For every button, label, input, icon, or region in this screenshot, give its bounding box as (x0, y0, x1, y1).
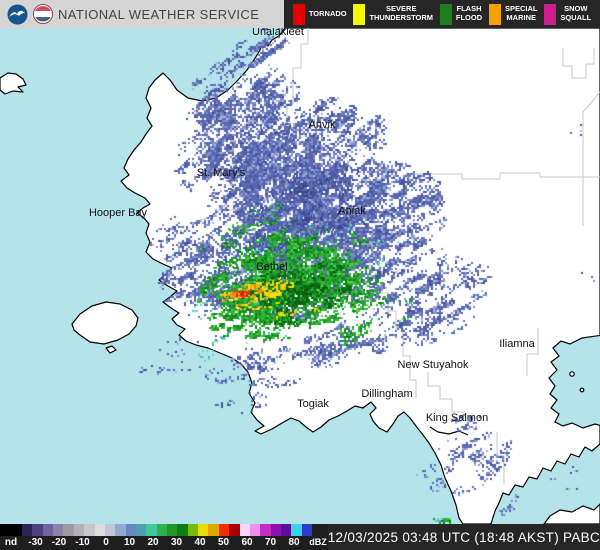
colorbar-tick: -30 (28, 537, 43, 548)
city-label-st-mary-s: St. Mary's (197, 167, 246, 179)
city-label-anvik: Anvik (309, 119, 336, 131)
timestamp: 12/03/2025 03:48 UTC (18:48 AKST) PABC (327, 529, 600, 545)
colorbar-scale (0, 524, 313, 536)
agency-title: NATIONAL WEATHER SERVICE (58, 6, 260, 22)
colorbar-tick: -20 (51, 537, 67, 548)
colorbar-tick: 50 (217, 537, 230, 548)
city-label-dillingham: Dillingham (361, 388, 412, 400)
colorbar-cell (53, 524, 64, 536)
colorbar-cell (73, 524, 85, 536)
colorbar-tick: 10 (123, 537, 136, 548)
colorbar-tick: 60 (241, 537, 253, 548)
header-branding: NATIONAL WEATHER SERVICE (0, 0, 284, 28)
colorbar-cell (22, 524, 33, 536)
colorbar-tick: nd (4, 537, 18, 548)
warning-label: SPECIAL MARINE (504, 4, 538, 22)
city-label-unalakleet: Unalakleet (252, 28, 304, 38)
colorbar-cell (239, 524, 250, 536)
header-bar: NATIONAL WEATHER SERVICE TORNADO SEVERE T… (0, 0, 600, 28)
city-label-hooper-bay: Hooper Bay (89, 207, 148, 219)
colorbar-cell (94, 524, 105, 536)
colorbar-tick: dBZ (309, 537, 327, 547)
colorbar-cell (42, 524, 54, 536)
warning-swatch (544, 3, 557, 25)
warning-swatch (353, 3, 366, 25)
warning-severe: SEVERE THUNDERSTORM (353, 3, 434, 25)
city-label-king-salmon: King Salmon (426, 412, 488, 424)
colorbar-cell (146, 524, 157, 536)
colorbar-tick: -10 (75, 537, 90, 548)
city-label-new-stuyahok: New Stuyahok (398, 359, 469, 371)
colorbar-cell (135, 524, 147, 536)
warning-label: FLASH FLOOD (455, 4, 483, 22)
colorbar-tick: 70 (264, 537, 277, 548)
colorbar-cell (218, 524, 230, 536)
colorbar-cell (187, 524, 199, 536)
colorbar-nd-cell (0, 524, 22, 536)
colorbar-cell (208, 524, 219, 536)
colorbar-tick: 80 (288, 537, 300, 548)
colorbar-cell (280, 524, 292, 536)
noaa-logo-icon (7, 4, 28, 24)
colorbar-cell (32, 524, 43, 536)
city-label-iliamna: Iliamna (499, 338, 535, 350)
warning-swatch (488, 3, 501, 25)
colorbar-cell (249, 524, 261, 536)
colorbar-cell (260, 524, 271, 536)
city-label-togiak: Togiak (297, 398, 329, 410)
colorbar-tick: 40 (194, 537, 206, 548)
warning-swatch (292, 3, 305, 25)
colorbar-cell (177, 524, 188, 536)
warning-legend: TORNADO SEVERE THUNDERSTORM FLASH FLOOD SPE… (284, 0, 600, 28)
colorbar-cell (167, 524, 178, 536)
colorbar-cell (270, 524, 281, 536)
colorbar-cell (198, 524, 209, 536)
colorbar-tick: 30 (170, 537, 183, 548)
warning-label: SNOW SQUALL (560, 4, 592, 22)
colorbar-cell (115, 524, 126, 536)
colorbar-cell (291, 524, 302, 536)
colorbar-tick: 0 (103, 537, 109, 548)
warning-snow: SNOW SQUALL (544, 3, 592, 25)
warning-special: SPECIAL MARINE (488, 3, 538, 25)
colorbar-tick-labels: nd -30 -20 -10 0 10 20 30 40 50 60 70 80 dBZ (0, 536, 336, 550)
warning-swatch (439, 3, 452, 25)
warning-label: TORNADO (308, 8, 347, 18)
reflectivity-colorbar: nd -30 -20 -10 0 10 20 30 40 50 60 70 80 dBZ (0, 524, 328, 550)
colorbar-cell (301, 524, 313, 536)
warning-flash: FLASH FLOOD (439, 3, 483, 25)
city-label-aniak: Aniak (338, 205, 366, 217)
radar-echo-layer (0, 28, 600, 524)
status-bar: nd -30 -20 -10 0 10 20 30 40 50 60 70 80 dBZ 12/03/20… (0, 524, 600, 550)
city-label-bethel: Bethel (256, 261, 287, 273)
colorbar-cell (104, 524, 116, 536)
nws-logo-icon (33, 4, 53, 24)
colorbar-cell (229, 524, 240, 536)
colorbar-cell (125, 524, 136, 536)
colorbar-cell (63, 524, 74, 536)
colorbar-cell (84, 524, 95, 536)
radar-map[interactable]: Unalakleet Anvik St. Mary's Hooper Bay Aniak… (0, 28, 600, 524)
warning-tornado: TORNADO (292, 3, 347, 25)
colorbar-tick: 20 (147, 537, 159, 548)
warning-label: SEVERE THUNDERSTORM (369, 4, 434, 22)
timestamp-bar: 12/03/2025 03:48 UTC (18:48 AKST) PABC (327, 524, 600, 550)
colorbar-cell (156, 524, 168, 536)
city-labels-layer: Unalakleet Anvik St. Mary's Hooper Bay Aniak… (89, 28, 536, 424)
